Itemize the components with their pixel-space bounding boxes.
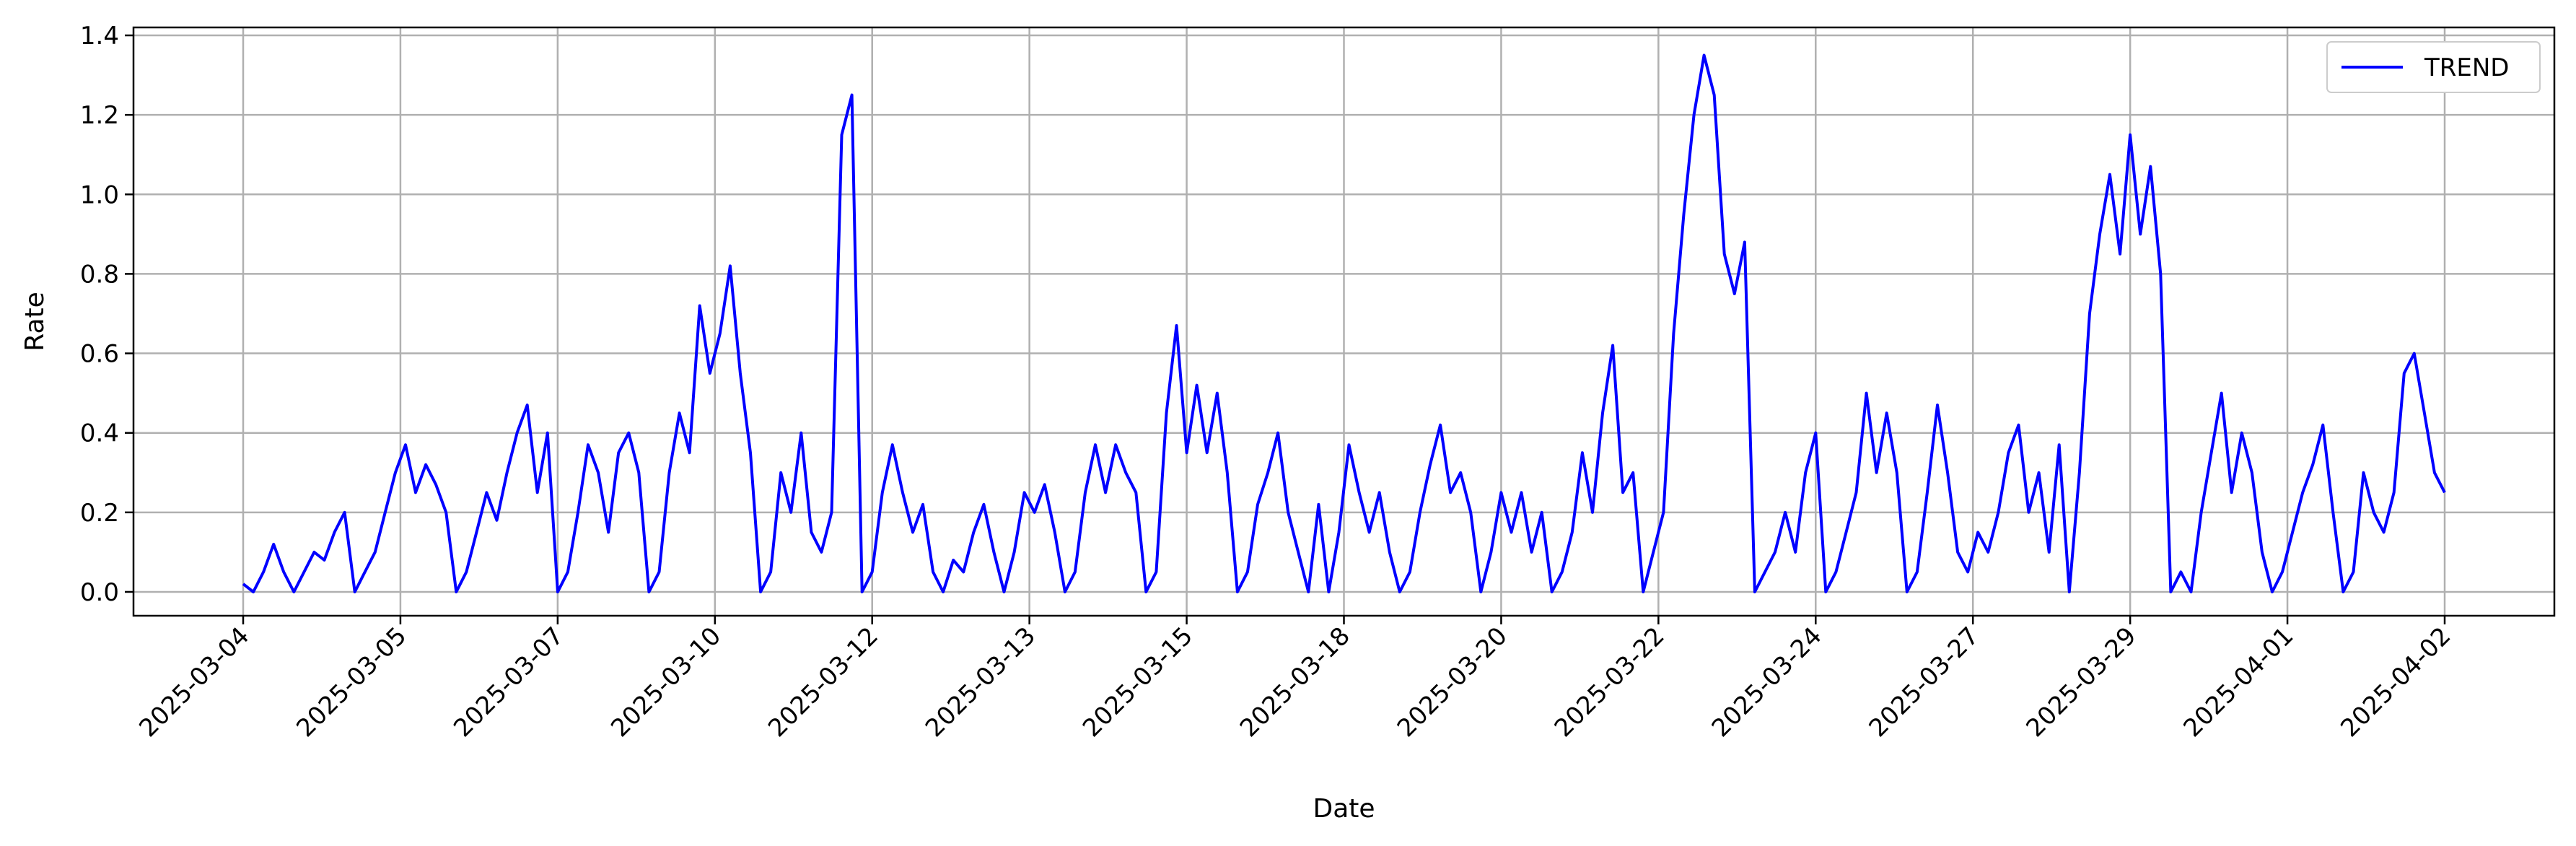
y-ticks: 0.0 0.2 0.4 0.6 0.8 1.0 1.2 1.4 [80,22,133,607]
y-tick-label: 1.0 [80,180,119,209]
y-tick-label: 0.6 [80,340,119,369]
legend: TREND [2326,41,2541,93]
legend-label-trend: TREND [2424,53,2510,82]
y-tick-label: 0.4 [80,419,119,448]
y-tick-label: 0.0 [80,578,119,607]
y-axis-label: Rate [20,292,50,352]
x-axis-label: Date [1313,794,1375,824]
legend-box [2326,41,2541,93]
y-tick-label: 1.4 [80,22,119,51]
y-tick-label: 0.8 [80,260,119,289]
series-line-trend [242,53,2446,593]
y-tick-label: 1.2 [80,101,119,130]
grid [133,27,2554,616]
y-tick-label: 0.2 [80,499,119,528]
series-layer [242,53,2446,593]
